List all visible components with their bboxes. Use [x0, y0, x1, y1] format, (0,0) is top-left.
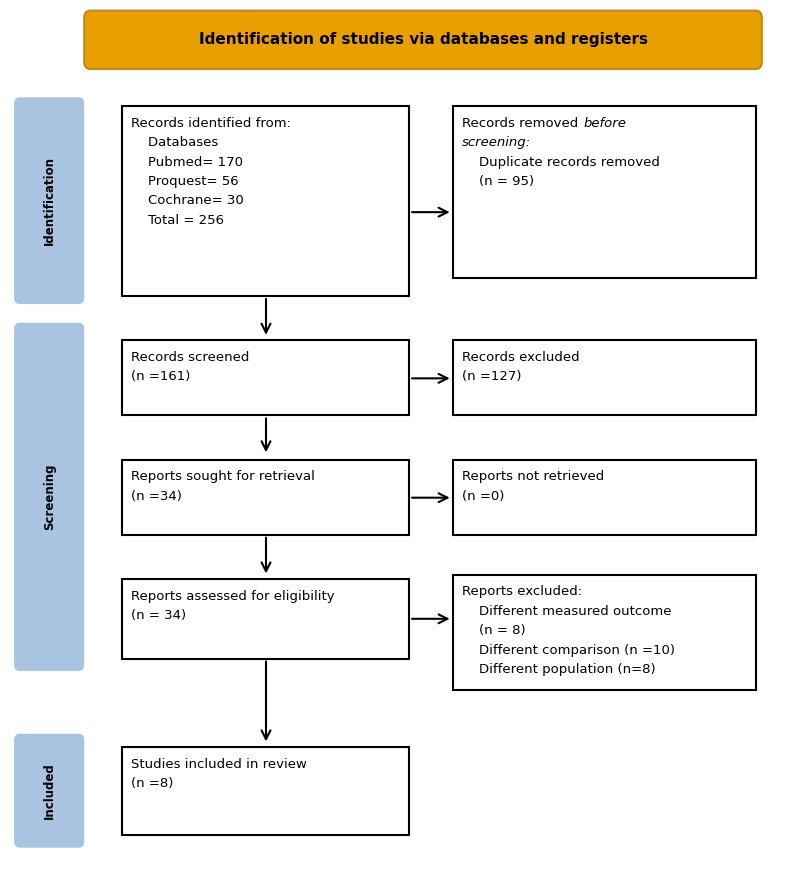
FancyBboxPatch shape [15, 98, 83, 303]
FancyBboxPatch shape [122, 340, 409, 415]
Text: (n = 34): (n = 34) [131, 609, 187, 622]
Text: (n = 8): (n = 8) [462, 624, 526, 637]
FancyBboxPatch shape [453, 460, 756, 535]
FancyBboxPatch shape [15, 324, 83, 670]
Text: Records identified from:: Records identified from: [131, 117, 291, 130]
Text: Reports not retrieved: Reports not retrieved [462, 470, 604, 484]
Text: (n = 95): (n = 95) [462, 175, 534, 188]
Text: Total = 256: Total = 256 [131, 214, 224, 227]
Text: (n =161): (n =161) [131, 370, 190, 384]
Text: (n =0): (n =0) [462, 490, 504, 503]
Text: Different measured outcome: Different measured outcome [462, 605, 671, 618]
Text: Proquest= 56: Proquest= 56 [131, 175, 239, 188]
Text: Screening: Screening [42, 463, 56, 530]
Text: Identification: Identification [42, 156, 56, 245]
Text: (n =127): (n =127) [462, 370, 522, 384]
Text: Pubmed= 170: Pubmed= 170 [131, 156, 243, 169]
Text: Reports excluded:: Reports excluded: [462, 585, 582, 598]
FancyBboxPatch shape [453, 340, 756, 415]
Text: Reports sought for retrieval: Reports sought for retrieval [131, 470, 316, 484]
Text: Records screened: Records screened [131, 351, 249, 364]
Text: Identification of studies via databases and registers: Identification of studies via databases … [198, 33, 648, 47]
Text: Reports assessed for eligibility: Reports assessed for eligibility [131, 590, 335, 603]
Text: screening:: screening: [462, 136, 531, 149]
Text: Records removed: Records removed [462, 117, 582, 130]
Text: (n =8): (n =8) [131, 777, 174, 790]
FancyBboxPatch shape [15, 735, 83, 847]
Text: (n =34): (n =34) [131, 490, 183, 503]
FancyBboxPatch shape [84, 11, 762, 69]
Text: before: before [584, 117, 626, 130]
Text: Different population (n=8): Different population (n=8) [462, 663, 656, 676]
FancyBboxPatch shape [122, 579, 409, 659]
Text: Cochrane= 30: Cochrane= 30 [131, 194, 244, 208]
FancyBboxPatch shape [122, 460, 409, 535]
Text: Records excluded: Records excluded [462, 351, 579, 364]
Text: Included: Included [42, 762, 56, 819]
FancyBboxPatch shape [453, 575, 756, 690]
Text: Duplicate records removed: Duplicate records removed [462, 156, 660, 169]
Text: Databases: Databases [131, 136, 219, 149]
FancyBboxPatch shape [453, 106, 756, 278]
Text: Studies included in review: Studies included in review [131, 758, 307, 771]
FancyBboxPatch shape [122, 747, 409, 835]
FancyBboxPatch shape [122, 106, 409, 296]
Text: Different comparison (n =10): Different comparison (n =10) [462, 644, 675, 657]
